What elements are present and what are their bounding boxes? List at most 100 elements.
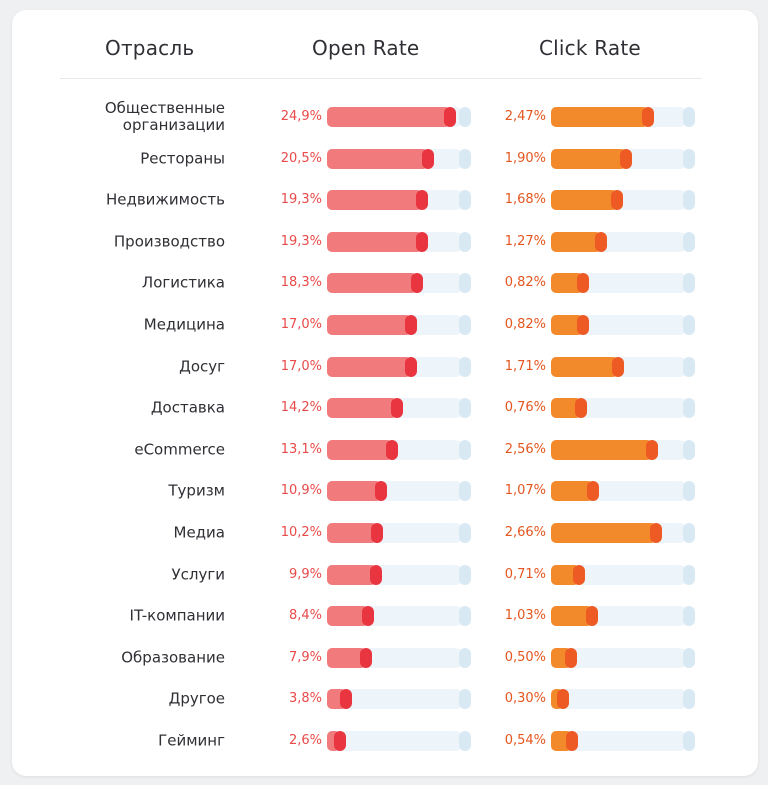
table-row: Доставка 14,2% 0,76%	[0, 393, 768, 423]
click-rate-value: 1,07%	[504, 483, 546, 498]
click-rate-track	[551, 565, 695, 585]
category-label: Досуг	[179, 357, 225, 376]
open-rate-bar	[327, 523, 378, 543]
open-rate-track-end	[459, 398, 471, 418]
category-label: Услуги	[171, 565, 225, 584]
table-row: Недвижимость 19,3% 1,68%	[0, 185, 768, 215]
click-rate-track	[551, 357, 695, 377]
click-rate-bar	[551, 232, 602, 252]
open-rate-track	[327, 232, 471, 252]
open-rate-bar-cap	[404, 315, 417, 335]
open-rate-bar-cap	[359, 648, 372, 668]
click-rate-track-end	[683, 523, 695, 543]
open-rate-value: 17,0%	[280, 359, 322, 374]
header-category: Отрасль	[105, 36, 195, 60]
click-rate-track-end	[683, 315, 695, 335]
open-rate-track-end	[459, 606, 471, 626]
click-rate-track	[551, 190, 695, 210]
open-rate-bar-cap	[390, 398, 403, 418]
open-rate-track	[327, 190, 471, 210]
click-rate-track	[551, 273, 695, 293]
click-rate-track	[551, 689, 695, 709]
click-rate-bar	[551, 190, 618, 210]
category-label: Туризм	[168, 481, 225, 500]
open-rate-bar-cap	[339, 689, 352, 709]
open-rate-value: 19,3%	[280, 192, 322, 207]
click-rate-track-end	[683, 481, 695, 501]
open-rate-track-end	[459, 149, 471, 169]
open-rate-track	[327, 565, 471, 585]
category-label: Производство	[113, 232, 225, 251]
header-click-rate: Click Rate	[539, 36, 641, 60]
open-rate-value: 19,3%	[280, 234, 322, 249]
category-label: Логистика	[141, 273, 225, 292]
open-rate-bar-cap	[422, 149, 435, 169]
open-rate-track	[327, 731, 471, 751]
open-rate-bar-cap	[371, 523, 384, 543]
table-row: Образование 7,9% 0,50%	[0, 643, 768, 673]
open-rate-bar-cap	[443, 107, 456, 127]
table-row: Гейминг 2,6% 0,54%	[0, 726, 768, 756]
click-rate-track-end	[683, 565, 695, 585]
click-rate-value: 0,50%	[504, 650, 546, 665]
click-rate-bar-cap	[611, 190, 624, 210]
open-rate-track-end	[459, 731, 471, 751]
header-divider	[60, 78, 702, 79]
open-rate-bar	[327, 357, 411, 377]
open-rate-bar	[327, 273, 418, 293]
open-rate-bar-cap	[404, 357, 417, 377]
click-rate-track	[551, 648, 695, 668]
click-rate-value: 0,82%	[504, 317, 546, 332]
click-rate-bar-cap	[572, 565, 585, 585]
open-rate-track	[327, 273, 471, 293]
open-rate-track-end	[459, 357, 471, 377]
open-rate-track-end	[459, 689, 471, 709]
category-label: Другое	[168, 689, 225, 708]
click-rate-bar-cap	[595, 232, 608, 252]
click-rate-value: 2,56%	[504, 442, 546, 457]
open-rate-bar	[327, 606, 369, 626]
click-rate-track-end	[683, 107, 695, 127]
click-rate-track-end	[683, 190, 695, 210]
click-rate-track	[551, 481, 695, 501]
category-label: Общественные организации	[104, 99, 225, 134]
click-rate-track	[551, 731, 695, 751]
open-rate-track	[327, 315, 471, 335]
click-rate-track-end	[683, 731, 695, 751]
open-rate-track-end	[459, 107, 471, 127]
open-rate-track-end	[459, 523, 471, 543]
table-row: IT-компании 8,4% 1,03%	[0, 601, 768, 631]
open-rate-bar	[327, 565, 376, 585]
header-open-rate: Open Rate	[312, 36, 420, 60]
open-rate-bar-cap	[416, 190, 429, 210]
open-rate-value: 3,8%	[288, 691, 322, 706]
open-rate-bar-cap	[385, 440, 398, 460]
table-row: Рестораны 20,5% 1,90%	[0, 144, 768, 174]
click-rate-bar	[551, 398, 581, 418]
table-row: Туризм 10,9% 1,07%	[0, 476, 768, 506]
table-row: Медиа 10,2% 2,66%	[0, 518, 768, 548]
click-rate-value: 1,27%	[504, 234, 546, 249]
click-rate-value: 1,03%	[504, 608, 546, 623]
click-rate-track-end	[683, 232, 695, 252]
open-rate-bar	[327, 315, 411, 335]
click-rate-bar-cap	[564, 648, 577, 668]
open-rate-bar-cap	[416, 232, 429, 252]
open-rate-bar	[327, 440, 392, 460]
open-rate-bar	[327, 398, 397, 418]
click-rate-track-end	[683, 273, 695, 293]
open-rate-track	[327, 689, 471, 709]
open-rate-bar-cap	[369, 565, 382, 585]
click-rate-value: 0,54%	[504, 733, 546, 748]
open-rate-track-end	[459, 232, 471, 252]
click-rate-bar-cap	[587, 481, 600, 501]
click-rate-value: 2,47%	[504, 109, 546, 124]
open-rate-bar	[327, 149, 429, 169]
click-rate-bar-cap	[649, 523, 662, 543]
click-rate-track	[551, 315, 695, 335]
click-rate-bar-cap	[642, 107, 655, 127]
click-rate-value: 1,71%	[504, 359, 546, 374]
click-rate-track-end	[683, 357, 695, 377]
click-rate-value: 0,71%	[504, 567, 546, 582]
